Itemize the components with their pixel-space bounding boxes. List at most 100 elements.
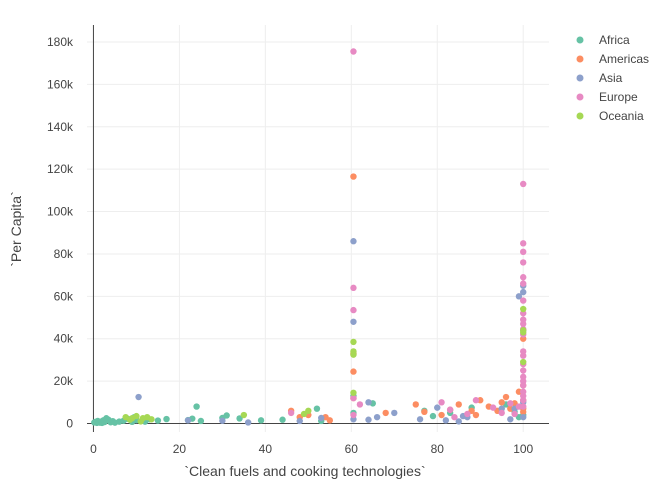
data-point-asia[interactable] xyxy=(434,404,441,411)
data-point-asia[interactable] xyxy=(350,238,357,245)
data-point-europe[interactable] xyxy=(507,400,514,407)
data-point-africa[interactable] xyxy=(429,412,437,420)
data-point-europe[interactable] xyxy=(520,367,527,374)
data-point-europe[interactable] xyxy=(520,297,527,304)
data-point-oceania[interactable] xyxy=(520,305,527,313)
data-point-europe[interactable] xyxy=(350,284,357,292)
data-point-europe[interactable] xyxy=(350,306,357,314)
data-point-europe[interactable] xyxy=(520,248,527,256)
data-point-americas[interactable] xyxy=(382,409,389,417)
data-point-oceania[interactable] xyxy=(240,411,248,419)
data-point-europe[interactable] xyxy=(451,413,458,421)
data-point-europe[interactable] xyxy=(498,409,505,417)
data-point-europe[interactable] xyxy=(489,404,497,411)
x-axis-title: `Clean fuels and cooking technologies` xyxy=(184,463,425,479)
data-point-europe[interactable] xyxy=(464,410,471,418)
data-point-americas[interactable] xyxy=(412,401,419,408)
data-point-europe[interactable] xyxy=(520,382,527,389)
data-point-asia[interactable] xyxy=(515,293,523,300)
data-point-africa[interactable] xyxy=(163,415,170,423)
axes: 0 20 40 60 80 100 0 20k 40k 60k 80k 100k 120k 140k 160… xyxy=(47,25,534,456)
data-point-europe[interactable] xyxy=(350,411,357,419)
legend-label: Africa xyxy=(599,33,630,47)
data-point-europe[interactable] xyxy=(520,320,527,328)
legend-marker xyxy=(576,112,584,120)
legend-item-asia[interactable]: Asia xyxy=(576,71,623,85)
x-tick-label: 60 xyxy=(345,442,359,456)
data-point-europe[interactable] xyxy=(520,274,527,281)
data-point-americas[interactable] xyxy=(421,408,428,416)
y-tick-label: 40k xyxy=(54,332,74,346)
data-point-asia[interactable] xyxy=(520,413,527,421)
data-point-americas[interactable] xyxy=(350,173,357,180)
data-point-americas[interactable] xyxy=(472,411,480,419)
data-point-americas[interactable] xyxy=(520,408,527,416)
data-point-asia[interactable] xyxy=(318,414,325,422)
legend-item-africa[interactable]: Africa xyxy=(576,33,631,47)
data-point-oceania[interactable] xyxy=(520,329,527,336)
data-point-europe[interactable] xyxy=(520,180,527,188)
data-point-africa[interactable] xyxy=(279,416,286,423)
legend[interactable]: Africa Americas Asia Europe Oceania xyxy=(576,33,650,123)
data-point-africa[interactable] xyxy=(193,403,200,410)
data-point-africa[interactable] xyxy=(313,405,321,412)
data-point-asia[interactable] xyxy=(296,417,303,425)
data-point-americas[interactable] xyxy=(498,399,505,406)
data-point-europe[interactable] xyxy=(520,259,527,266)
data-point-oceania[interactable] xyxy=(350,338,357,346)
data-point-europe[interactable] xyxy=(350,394,357,402)
data-point-asia[interactable] xyxy=(507,416,514,423)
data-point-asia[interactable] xyxy=(442,417,450,424)
data-point-asia[interactable] xyxy=(219,417,226,424)
data-point-americas[interactable] xyxy=(326,417,334,424)
data-point-europe[interactable] xyxy=(438,399,445,406)
data-point-europe[interactable] xyxy=(287,409,295,417)
data-point-europe[interactable] xyxy=(511,410,518,418)
data-point-americas[interactable] xyxy=(438,411,445,419)
data-point-europe[interactable] xyxy=(520,397,527,404)
y-tick-label: 80k xyxy=(54,247,74,261)
data-point-asia[interactable] xyxy=(373,413,381,421)
data-point-africa[interactable] xyxy=(197,417,205,425)
data-point-oceania[interactable] xyxy=(148,416,155,423)
data-point-asia[interactable] xyxy=(350,318,357,325)
data-point-asia[interactable] xyxy=(365,399,372,406)
data-point-americas[interactable] xyxy=(350,368,357,375)
legend-label: Asia xyxy=(599,71,623,85)
x-tick-label: 40 xyxy=(259,442,273,456)
data-point-europe[interactable] xyxy=(472,397,480,404)
data-point-oceania[interactable] xyxy=(305,407,312,415)
data-point-asia[interactable] xyxy=(416,416,424,423)
legend-item-americas[interactable]: Americas xyxy=(576,52,650,66)
data-point-asia[interactable] xyxy=(391,409,398,417)
legend-item-oceania[interactable]: Oceania xyxy=(576,109,645,123)
data-point-americas[interactable] xyxy=(502,393,510,401)
data-point-europe[interactable] xyxy=(520,403,527,410)
data-point-europe[interactable] xyxy=(520,352,527,359)
legend-marker xyxy=(576,55,584,63)
data-point-europe[interactable] xyxy=(446,406,454,413)
legend-marker xyxy=(576,36,584,44)
data-point-oceania[interactable] xyxy=(350,351,357,358)
data-point-europe[interactable] xyxy=(350,48,357,55)
data-point-oceania[interactable] xyxy=(133,412,140,420)
data-point-africa[interactable] xyxy=(223,412,230,419)
data-point-asia[interactable] xyxy=(135,393,142,401)
data-point-africa[interactable] xyxy=(236,415,243,422)
data-point-europe[interactable] xyxy=(356,401,364,408)
data-point-americas[interactable] xyxy=(455,401,462,408)
data-point-asia[interactable] xyxy=(520,288,527,296)
data-point-oceania[interactable] xyxy=(350,389,357,396)
y-tick-label: 160k xyxy=(47,77,74,91)
data-point-europe[interactable] xyxy=(520,240,527,247)
data-point-asia[interactable] xyxy=(184,417,192,424)
data-point-asia[interactable] xyxy=(244,419,252,426)
legend-item-europe[interactable]: Europe xyxy=(576,90,639,104)
data-point-oceania[interactable] xyxy=(520,358,527,366)
data-point-asia[interactable] xyxy=(455,418,462,425)
data-point-asia[interactable] xyxy=(365,416,372,423)
data-point-africa[interactable] xyxy=(257,417,265,424)
data-point-africa[interactable] xyxy=(154,417,162,424)
data-point-europe[interactable] xyxy=(520,280,527,287)
